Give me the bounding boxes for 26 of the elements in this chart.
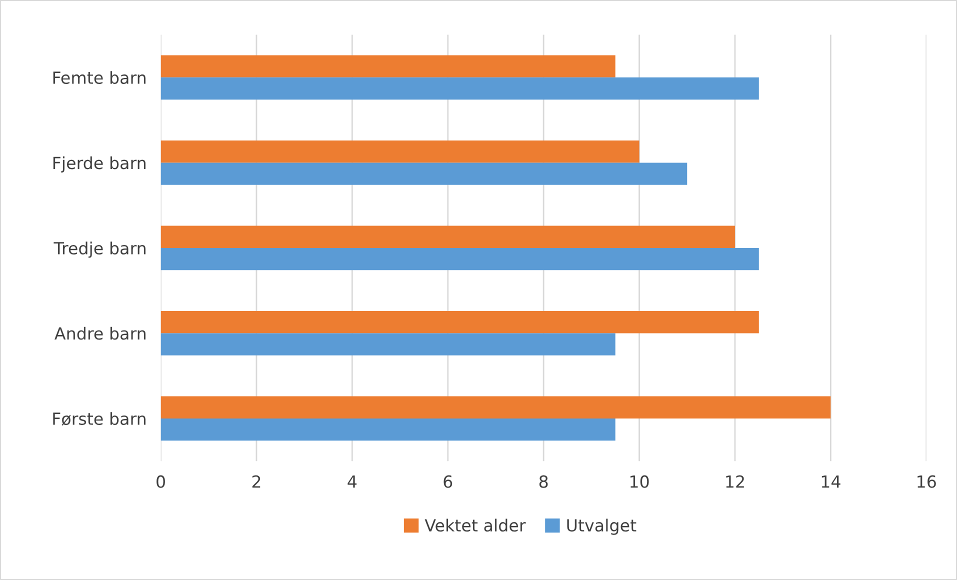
x-tick-label: 10 bbox=[630, 475, 649, 488]
bar bbox=[160, 140, 640, 163]
x-tick-label: 4 bbox=[348, 476, 357, 488]
y-tick-label: Fjerde barn bbox=[53, 156, 146, 172]
y-tick-label: Andre barn bbox=[54, 326, 146, 340]
y-tick-label: Tredje barn bbox=[54, 242, 146, 258]
bar bbox=[160, 396, 831, 418]
x-tick-label: 12 bbox=[726, 475, 744, 488]
bar bbox=[160, 248, 759, 270]
x-tick-label: 2 bbox=[252, 475, 260, 488]
x-tick-label: 14 bbox=[822, 476, 840, 488]
y-tick-label: Første barn bbox=[53, 412, 146, 426]
bar bbox=[160, 77, 759, 100]
legend-label: Utvalget bbox=[567, 518, 636, 535]
x-tick-label: 8 bbox=[539, 475, 548, 488]
x-tick-label: 6 bbox=[444, 475, 452, 488]
x-tick-label: 0 bbox=[156, 475, 165, 488]
bar bbox=[160, 162, 688, 185]
bar bbox=[160, 55, 616, 78]
y-tick-label: Femte barn bbox=[53, 71, 146, 84]
bar bbox=[160, 333, 616, 356]
bar bbox=[160, 226, 735, 248]
bar bbox=[160, 418, 616, 441]
bar bbox=[160, 311, 759, 334]
legend-label: Vektet alder bbox=[424, 518, 526, 532]
x-tick-label: 16 bbox=[918, 475, 936, 488]
